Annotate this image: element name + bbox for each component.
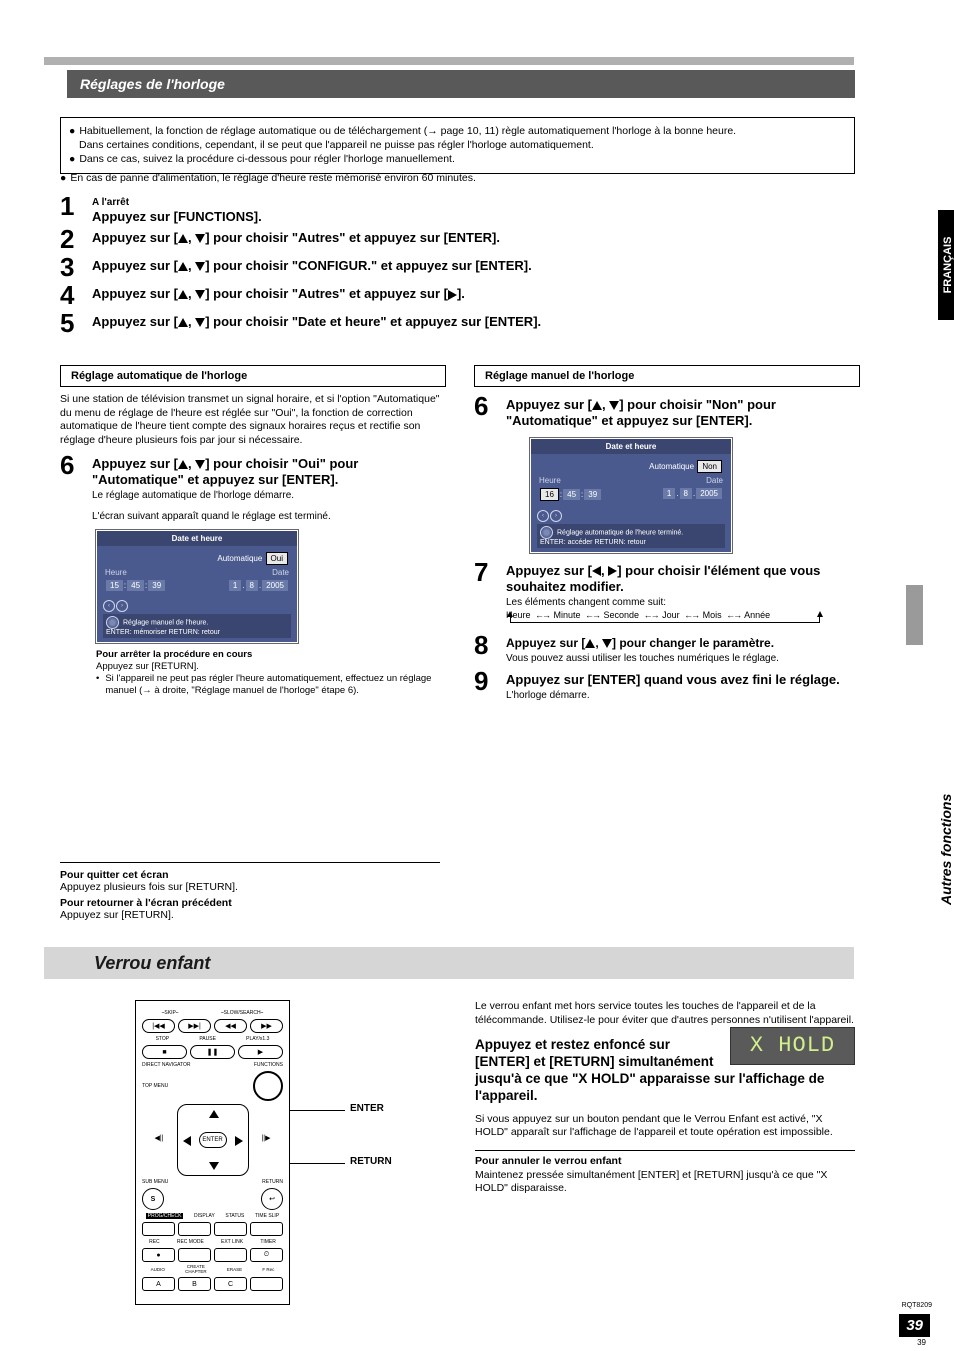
label-enter: ENTER: [350, 1103, 384, 1114]
section-header-verrou: Verrou enfant: [44, 947, 854, 979]
step-3: 3 Appuyez sur [, ] pour choisir "CONFIGU…: [60, 254, 855, 280]
left-subheader: Réglage automatique de l'horloge: [60, 365, 446, 387]
after-note: ●En cas de panne d'alimentation, le régl…: [60, 172, 855, 184]
note-box: ●Habituellement, la fonction de réglage …: [60, 117, 855, 174]
step-2: 2 Appuyez sur [, ] pour choisir "Autres"…: [60, 226, 855, 252]
left-step-6: 6 Appuyez sur [, ] pour choisir "Oui" po…: [60, 452, 446, 523]
left-stop-block: Pour arrêter la procédure en cours Appuy…: [96, 649, 446, 697]
top-gray-strip: [44, 57, 854, 65]
side-gray-block: [906, 585, 923, 645]
right-step-6: 6 Appuyez sur [, ] pour choisir "Non" po…: [474, 393, 860, 430]
hold-display: X HOLD: [730, 1027, 855, 1065]
page-number-bottom: 39: [917, 1338, 926, 1347]
section-header-reglages: Réglages de l'horloge: [67, 70, 855, 98]
left-column: Réglage automatique de l'horloge Si une …: [60, 365, 446, 701]
step-4: 4 Appuyez sur [, ] pour choisir "Autres"…: [60, 282, 855, 308]
label-return: RETURN: [350, 1156, 392, 1167]
right-step-8: 8 Appuyez sur [, ] pour changer le param…: [474, 632, 860, 664]
osd-screenshot-right: Date et heure Automatique Non HeureDate …: [530, 438, 732, 553]
section-title: Réglages de l'horloge: [80, 76, 225, 92]
osd-screenshot-left: Date et heure Automatique Oui HeureDate …: [96, 530, 298, 643]
step-5: 5 Appuyez sur [, ] pour choisir "Date et…: [60, 310, 855, 336]
step-1: 1 A l'arrêt Appuyez sur [FUNCTIONS].: [60, 193, 855, 224]
right-step-9: 9 Appuyez sur [ENTER] quand vous avez fi…: [474, 668, 860, 701]
remote-diagram: ⎯SKIP⎯⎯SLOW/SEARCH⎯ |◀◀▶▶|◀◀▶▶ STOPPAUSE…: [135, 1000, 335, 1305]
right-column: Réglage manuel de l'horloge 6 Appuyez su…: [474, 365, 860, 701]
two-column-area: Réglage automatique de l'horloge Si une …: [60, 365, 860, 701]
language-tab: FRANÇAIS: [938, 210, 954, 320]
right-subheader: Réglage manuel de l'horloge: [474, 365, 860, 387]
section-tab-autres: Autres fonctions: [938, 745, 954, 905]
right-step-7: 7 Appuyez sur [, ] pour choisir l'élémen…: [474, 559, 860, 629]
left-intro: Si une station de télévision transmet un…: [60, 393, 446, 448]
exit-instructions: Pour quitter cet écran Appuyez plusieurs…: [60, 862, 440, 921]
page-footer: RQT8209 39: [899, 1314, 930, 1337]
main-steps: 1 A l'arrêt Appuyez sur [FUNCTIONS]. 2 A…: [60, 193, 855, 338]
verrou-text-block: Le verrou enfant met hors service toutes…: [475, 1000, 855, 1196]
